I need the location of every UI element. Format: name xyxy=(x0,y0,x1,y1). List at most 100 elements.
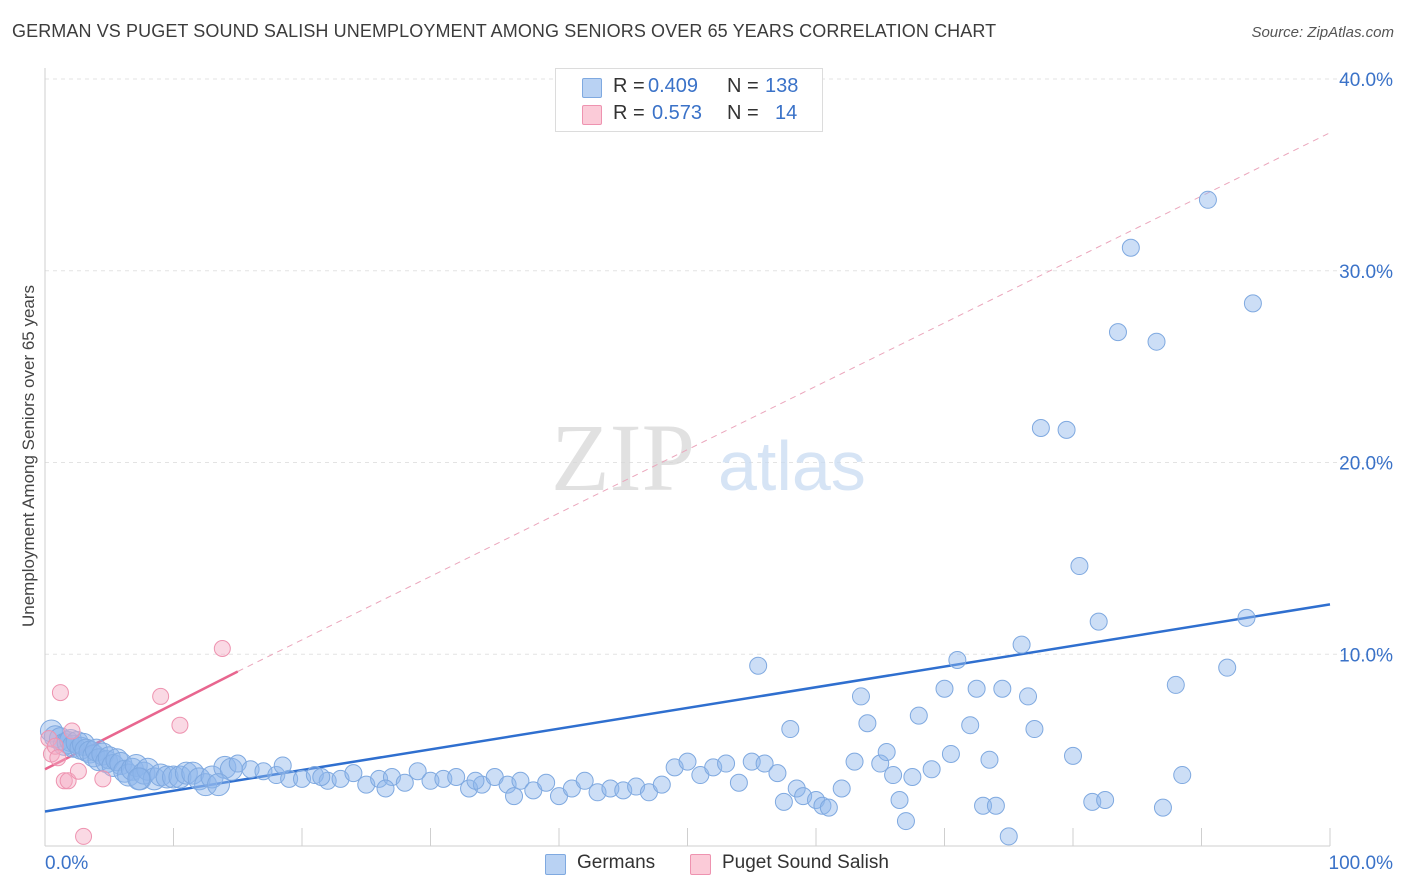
bottom-legend-swatch-salish xyxy=(690,854,711,875)
germans-point xyxy=(941,744,960,763)
germans-point xyxy=(127,767,151,791)
axis-layer: 10.0% 20.0% 30.0% 40.0% 0.0% 100.0% xyxy=(44,68,1393,874)
germans-point xyxy=(961,716,980,735)
germans-point xyxy=(1019,687,1038,706)
bottom-legend-swatch-germans xyxy=(545,854,566,875)
germans-point xyxy=(113,759,137,783)
germans-point xyxy=(1064,746,1082,765)
germans-point xyxy=(1121,238,1140,257)
germans-point xyxy=(84,738,108,762)
germans-point xyxy=(1070,557,1089,576)
y-tick-label: 10.0% xyxy=(1339,645,1393,666)
germans-point xyxy=(787,779,806,798)
y-tick-label: 40.0% xyxy=(1339,70,1393,91)
germans-point xyxy=(755,754,774,773)
germans-point xyxy=(652,775,671,794)
germans-point xyxy=(168,765,192,789)
germans-point xyxy=(884,766,903,785)
y-tick-label: 30.0% xyxy=(1339,262,1393,283)
salish-point xyxy=(171,716,189,734)
germans-point xyxy=(890,790,909,809)
germans-point xyxy=(505,787,524,806)
salish-point xyxy=(69,762,87,780)
salish-point xyxy=(49,749,67,767)
germans-point xyxy=(986,796,1005,815)
watermark-zip: ZIP xyxy=(551,404,695,511)
germans-point xyxy=(1166,675,1185,694)
legend-swatch-germans xyxy=(582,78,602,98)
germans-point xyxy=(511,771,530,790)
germans-point xyxy=(980,750,999,769)
germans-point xyxy=(1153,798,1172,817)
germans-point xyxy=(819,798,838,817)
germans-point xyxy=(877,743,896,762)
germans-point xyxy=(344,764,363,783)
y-tick-label: 20.0% xyxy=(1339,454,1393,475)
germans-point xyxy=(717,754,736,773)
points-layer xyxy=(39,190,1262,846)
germans-point xyxy=(993,679,1012,698)
bottom-legend-label-germans: Germans xyxy=(577,852,656,873)
germans-point xyxy=(948,651,967,670)
legend-n-label: N = xyxy=(727,102,759,124)
legend-r-label: R = xyxy=(613,102,645,124)
germans-point xyxy=(678,752,697,771)
bottom-legend-label-salish: Puget Sound Salish xyxy=(722,852,889,873)
germans-point xyxy=(537,773,556,792)
germans-point xyxy=(774,792,793,811)
y-axis-label: Unemployment Among Seniors over 65 years xyxy=(19,285,38,627)
germans-point xyxy=(896,812,915,831)
germans-point xyxy=(273,756,292,775)
germans-point xyxy=(935,679,954,698)
germans-point xyxy=(1198,190,1217,209)
watermark-atlas: atlas xyxy=(718,427,866,505)
germans-point xyxy=(1147,332,1166,351)
germans-point xyxy=(1108,323,1127,342)
germans-point xyxy=(1031,418,1050,437)
germans-point xyxy=(1012,635,1031,654)
salish-point xyxy=(55,772,73,790)
germans-point xyxy=(1237,608,1256,627)
legend-n-label: N = xyxy=(727,75,759,97)
germans-point xyxy=(194,773,218,797)
germans-point xyxy=(376,779,395,798)
legend-r-label: R = xyxy=(613,75,645,97)
germans-point xyxy=(813,796,832,815)
germans-point xyxy=(858,714,877,733)
grid-layer xyxy=(45,78,1392,655)
germans-point xyxy=(974,796,993,815)
germans-trend-line xyxy=(44,603,1331,813)
salish-point xyxy=(152,687,170,705)
germans-point xyxy=(1057,420,1076,439)
germans-point xyxy=(903,767,922,786)
legend-n-value: 14 xyxy=(775,102,798,124)
salish-point xyxy=(94,770,112,788)
germans-point xyxy=(851,687,870,706)
salish-point xyxy=(213,639,231,657)
germans-point xyxy=(395,773,414,792)
chart-title: GERMAN VS PUGET SOUND SALISH UNEMPLOYMEN… xyxy=(12,21,997,41)
germans-point xyxy=(1243,294,1262,313)
germans-point xyxy=(447,767,466,786)
germans-point xyxy=(97,746,121,770)
germans-point xyxy=(466,771,485,790)
germans-point xyxy=(768,764,787,783)
germans-point xyxy=(1096,790,1115,809)
salish-point xyxy=(63,722,81,740)
germans-point xyxy=(845,752,864,771)
germans-point xyxy=(729,773,748,792)
x-tick-label-start: 0.0% xyxy=(45,853,88,874)
legend-r-value: 0.573 xyxy=(652,102,703,124)
germans-point xyxy=(922,760,941,779)
germans-point xyxy=(1025,720,1044,739)
germans-point xyxy=(206,773,230,797)
germans-point xyxy=(1089,612,1108,631)
stats-legend: R = 0.409 N = 138 R = 0.573 N = 14 xyxy=(555,68,823,132)
salish-point xyxy=(75,827,93,845)
germans-point xyxy=(312,767,331,786)
germans-point xyxy=(91,742,115,766)
germans-point xyxy=(1218,658,1237,677)
germans-point xyxy=(749,656,768,675)
germans-point xyxy=(832,779,851,798)
